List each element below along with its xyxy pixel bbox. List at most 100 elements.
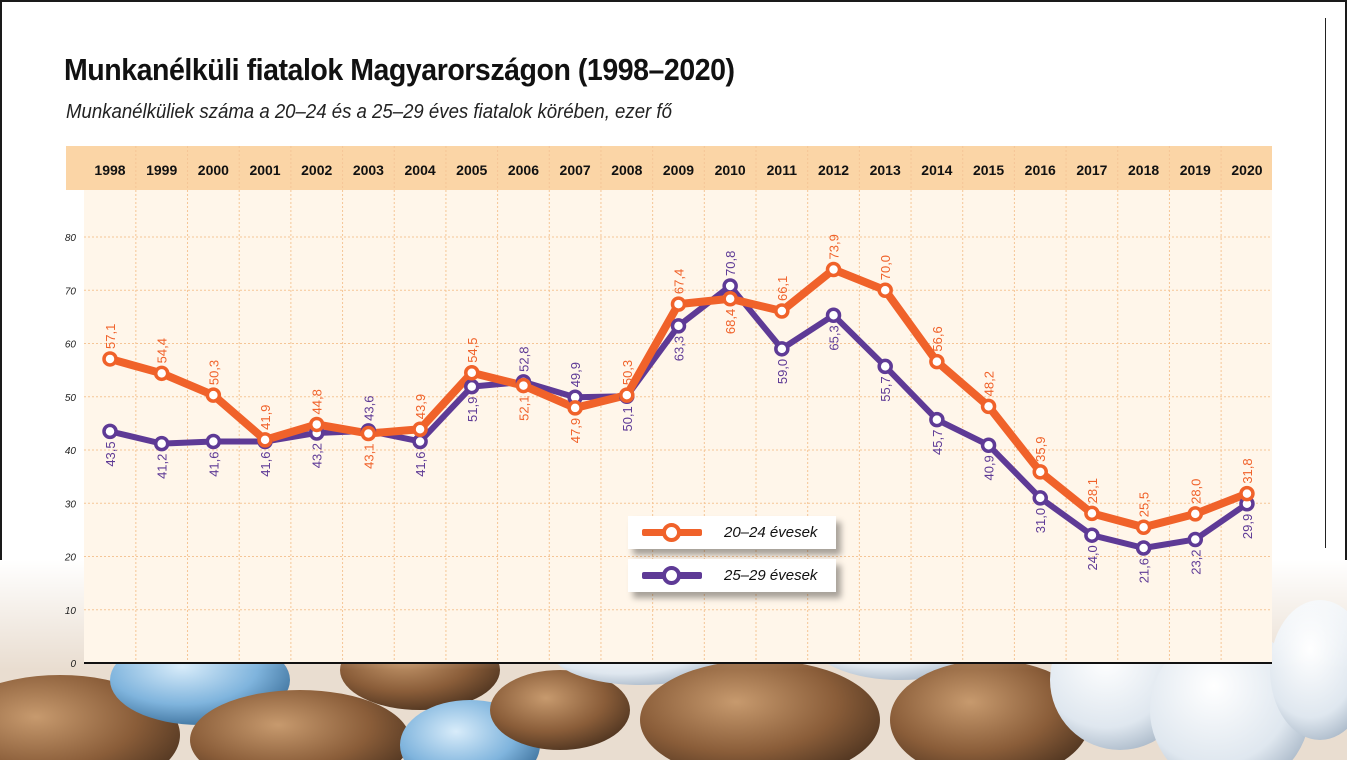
data-label-25-29: 51,9 (465, 397, 480, 422)
x-tick-label: 2010 (715, 162, 746, 178)
data-label-25-29: 41,6 (258, 451, 273, 476)
x-tick-label: 2001 (249, 162, 280, 178)
data-point-20-24 (205, 387, 222, 403)
legend-swatch-marker (662, 523, 681, 542)
data-point-20-24 (670, 296, 687, 312)
data-label-20-24: 56,6 (930, 326, 945, 351)
x-tick-label: 2014 (921, 162, 952, 178)
x-tick-label: 2009 (663, 162, 694, 178)
data-point-25-29 (722, 278, 738, 294)
y-tick-label: 30 (65, 499, 77, 510)
y-tick-label: 40 (65, 446, 77, 457)
x-tick-label: 2020 (1231, 162, 1262, 178)
data-point-25-29 (205, 433, 222, 450)
data-point-25-29 (825, 307, 842, 324)
data-label-25-29: 29,9 (1240, 514, 1255, 539)
y-tick-label: 10 (65, 606, 77, 617)
data-label-20-24: 43,1 (361, 443, 376, 468)
legend-label: 20–24 évesek (724, 524, 818, 541)
header-band-fill (66, 146, 1272, 190)
data-label-20-24: 47,9 (568, 418, 583, 443)
x-tick-label: 2019 (1180, 162, 1211, 178)
y-tick-label: 0 (70, 659, 76, 670)
data-label-20-24: 68,4 (723, 309, 738, 334)
data-label-20-24: 48,2 (982, 371, 997, 396)
data-label-20-24: 50,3 (620, 360, 635, 385)
data-point-20-24 (567, 400, 583, 416)
legend-swatch-marker (662, 566, 681, 585)
data-label-25-29: 45,7 (930, 430, 945, 455)
data-point-25-29 (1135, 540, 1152, 556)
data-label-25-29: 43,2 (310, 443, 325, 468)
data-point-20-24 (515, 377, 532, 394)
data-label-20-24: 52,1 (516, 396, 531, 421)
x-tick-label: 1998 (94, 162, 125, 178)
data-label-20-24: 28,1 (1085, 478, 1100, 503)
data-point-20-24 (257, 432, 273, 448)
data-point-25-29 (153, 435, 170, 452)
data-point-20-24 (774, 303, 790, 319)
x-tick-label: 2008 (611, 162, 642, 178)
chart-subtitle: Munkanélküliek száma a 20–24 és a 25–29 … (66, 101, 672, 123)
x-tick-label: 2016 (1025, 162, 1056, 178)
data-point-20-24 (308, 416, 325, 433)
data-point-20-24 (1084, 505, 1100, 522)
x-tick-label: 2003 (353, 162, 384, 178)
data-point-25-29 (412, 433, 428, 450)
data-label-25-29: 59,0 (775, 359, 790, 384)
data-label-25-29: 50,1 (620, 406, 635, 431)
data-point-20-24 (877, 282, 893, 298)
data-point-20-24 (102, 351, 118, 367)
data-label-20-24: 66,1 (775, 276, 790, 301)
y-tick-label: 50 (65, 393, 77, 404)
data-label-25-29: 40,9 (982, 455, 997, 480)
data-label-20-24: 54,4 (155, 338, 170, 363)
x-tick-label: 2011 (767, 162, 798, 178)
data-label-25-29: 41,2 (155, 454, 170, 479)
legend-item-20-24: 20–24 évesek (628, 516, 836, 549)
data-label-20-24: 44,8 (310, 389, 325, 414)
x-tick-label: 1999 (146, 162, 177, 178)
data-label-20-24: 43,9 (413, 394, 428, 419)
data-point-20-24 (619, 387, 635, 403)
x-tick-label: 2012 (818, 162, 849, 178)
data-label-25-29: 43,5 (103, 441, 118, 466)
data-label-25-29: 65,3 (827, 325, 842, 350)
x-tick-label: 2006 (508, 162, 539, 178)
data-point-25-29 (670, 318, 687, 334)
data-point-20-24 (1135, 519, 1152, 535)
x-tick-label: 2015 (973, 162, 1004, 178)
data-point-25-29 (464, 378, 480, 395)
data-point-20-24 (929, 353, 945, 370)
legend: 20–24 évesek 25–29 évesek (628, 516, 836, 592)
x-tick-label: 2004 (405, 162, 436, 178)
data-point-20-24 (464, 365, 480, 381)
frame-inner-rule (1325, 18, 1326, 548)
data-point-20-24 (412, 421, 428, 437)
data-label-25-29: 41,6 (206, 451, 221, 476)
x-tick-label: 2005 (456, 162, 487, 178)
data-point-20-24 (980, 398, 997, 415)
data-labels: 57,1 54,4 50,3 41,9 44,8 43,1 43,9 54,5 52,1 47,9… (103, 234, 1255, 583)
x-tick-label: 2018 (1128, 162, 1159, 178)
data-point-20-24 (1187, 506, 1204, 522)
data-label-20-24: 25,5 (1137, 492, 1152, 517)
legend-item-25-29: 25–29 évesek (628, 559, 836, 592)
data-point-20-24 (153, 365, 170, 382)
x-tick-label: 2000 (198, 162, 229, 178)
data-point-20-24 (1032, 464, 1048, 480)
y-tick-label: 70 (65, 286, 77, 297)
chart-title: Munkanélküli fiatalok Magyarországon (19… (64, 52, 735, 87)
data-point-25-29 (929, 411, 945, 428)
data-point-25-29 (774, 341, 790, 357)
data-label-20-24: 70,0 (878, 255, 893, 280)
data-label-25-29: 23,2 (1188, 549, 1203, 574)
data-label-25-29: 24,0 (1085, 545, 1100, 570)
data-label-25-29: 52,8 (516, 347, 531, 372)
x-axis-year-labels: 1998 1999 2000 2001 2002 2003 2004 2005 2006 2007… (94, 162, 1262, 178)
data-label-20-24: 73,9 (827, 234, 842, 259)
legend-label: 25–29 évesek (724, 567, 818, 584)
year-header-band (66, 146, 1272, 190)
x-tick-label: 2017 (1076, 162, 1107, 178)
data-point-20-24 (1239, 485, 1255, 502)
